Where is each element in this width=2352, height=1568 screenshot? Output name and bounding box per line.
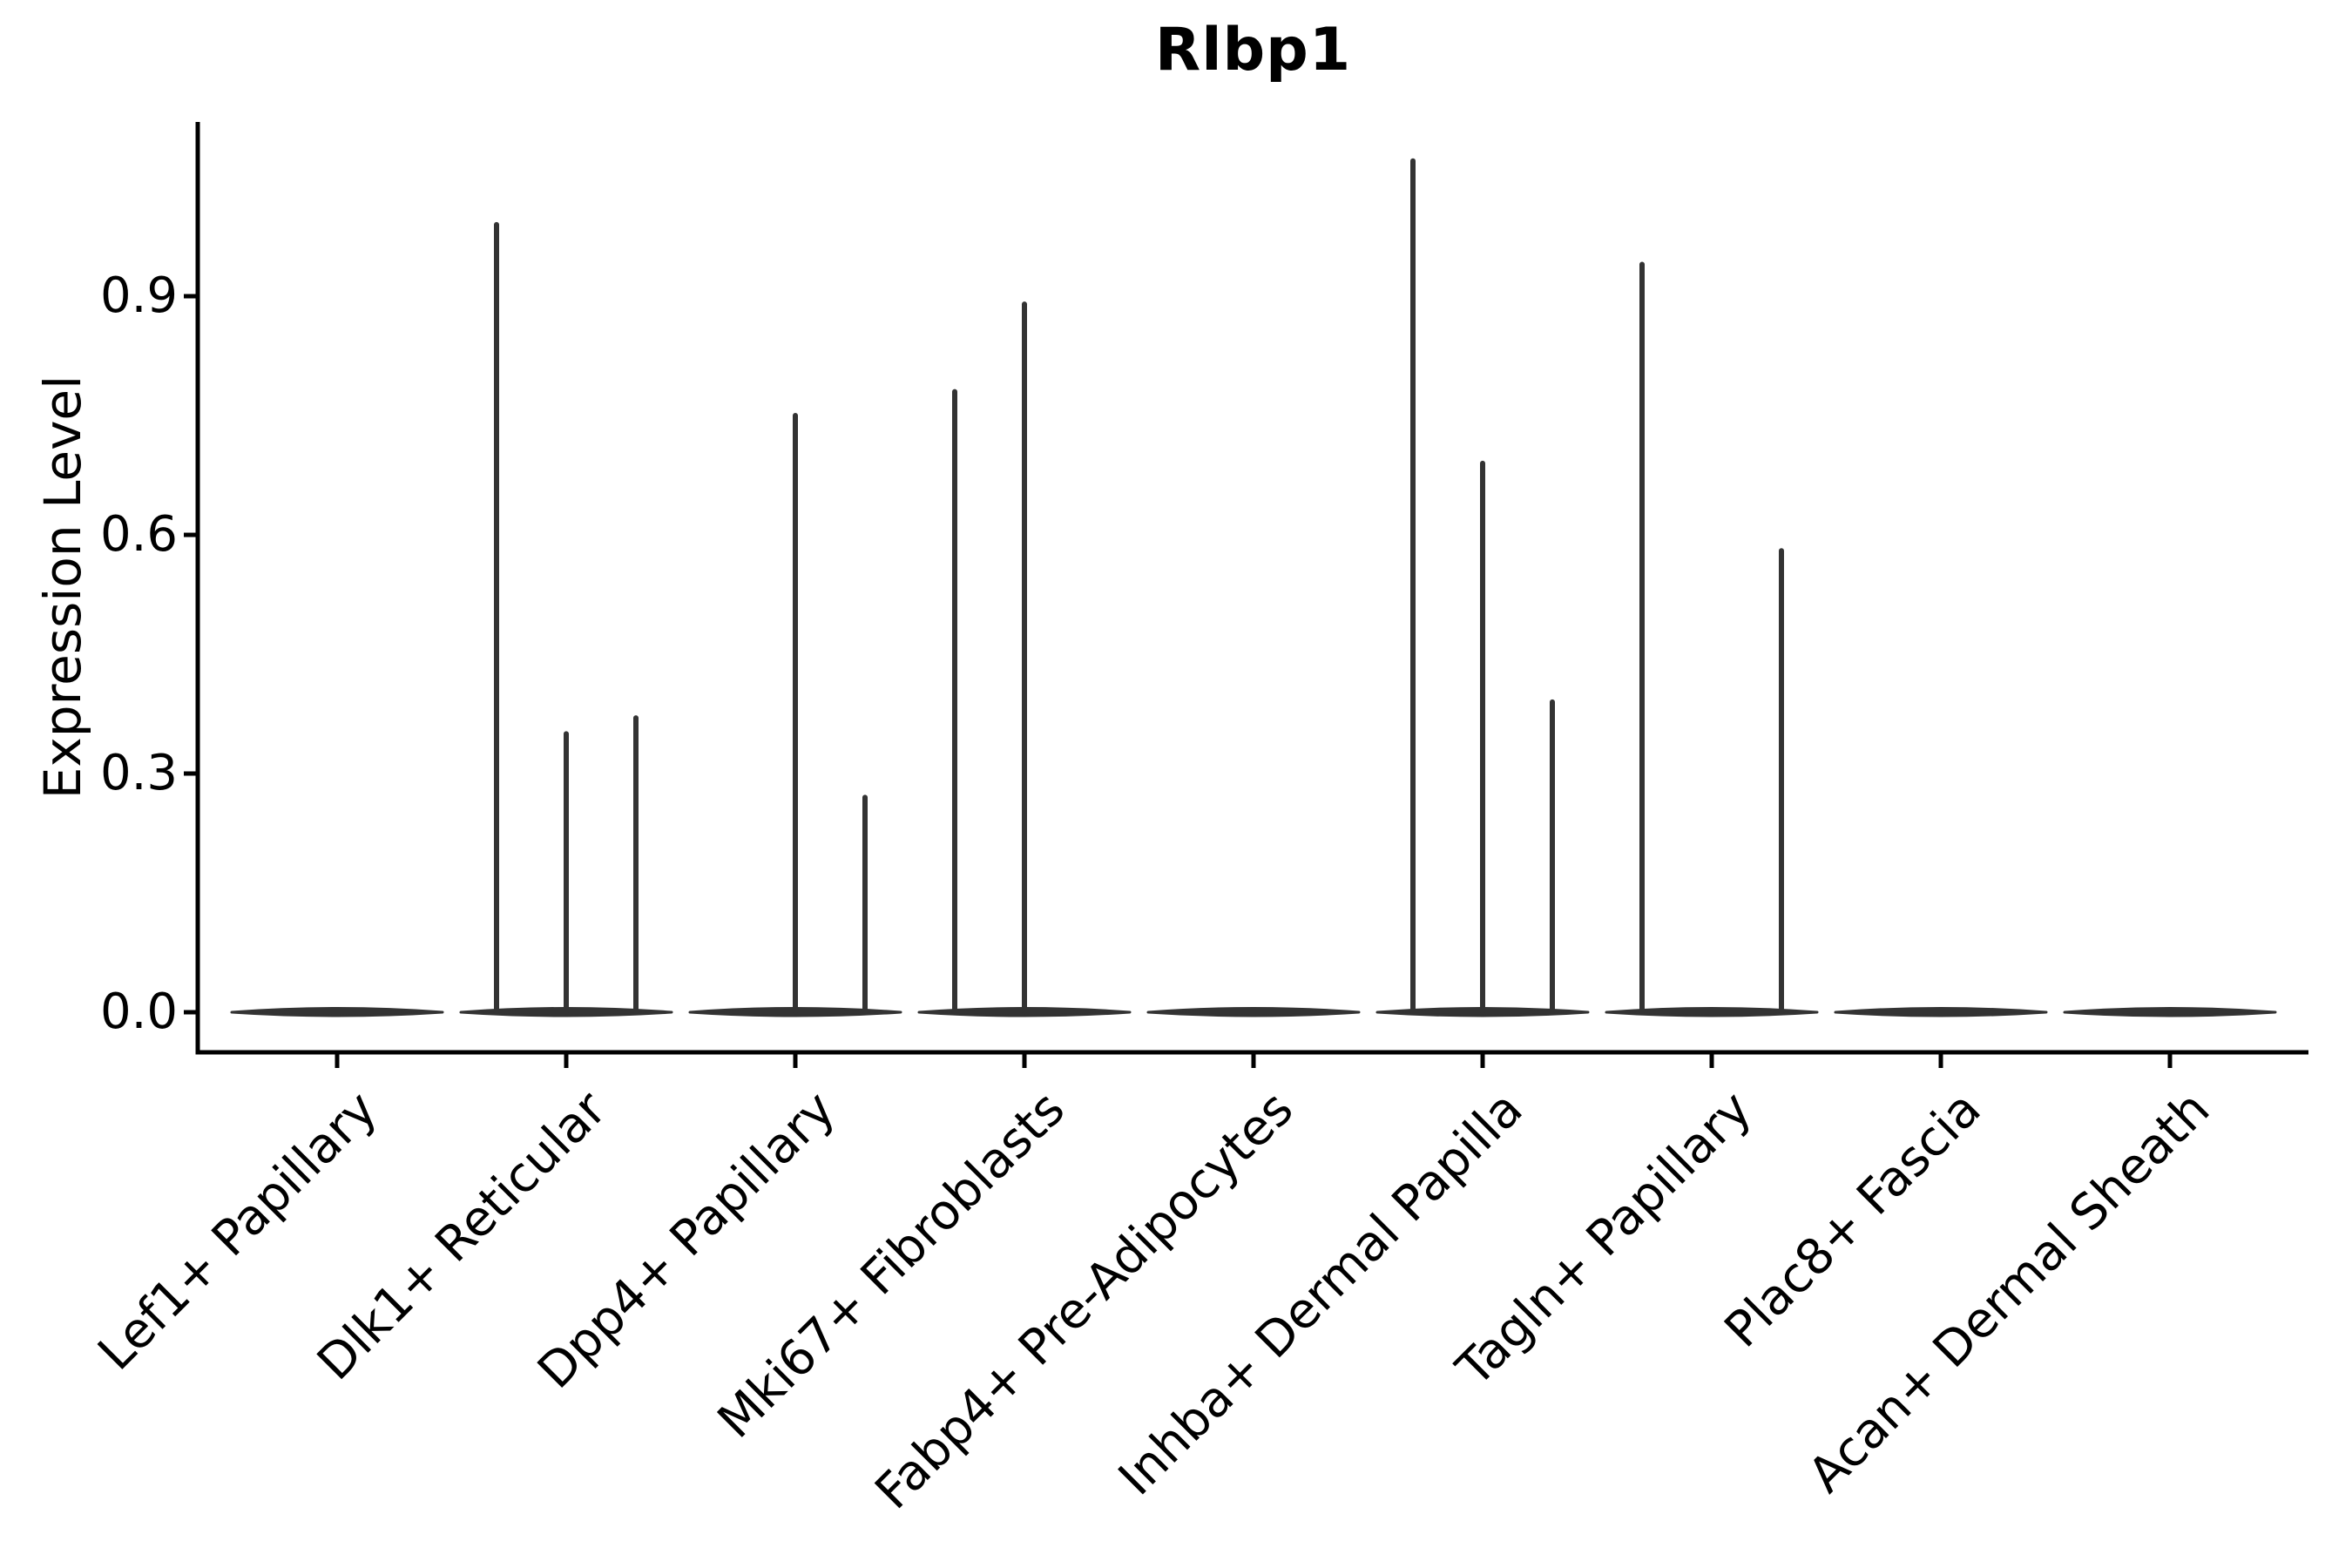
violin-body — [2063, 1007, 2277, 1017]
y-tick-label: 0.3 — [99, 745, 178, 801]
chart-title: Rlbp1 — [1154, 16, 1352, 84]
y-tick-label: 0.0 — [99, 983, 178, 1040]
violin-body — [1146, 1007, 1361, 1017]
y-tick-label: 0.6 — [99, 506, 178, 564]
y-tick-label: 0.9 — [99, 267, 178, 325]
violin-body — [1605, 1007, 1819, 1017]
violin-body — [230, 1007, 444, 1017]
violin-body — [1834, 1007, 2048, 1017]
